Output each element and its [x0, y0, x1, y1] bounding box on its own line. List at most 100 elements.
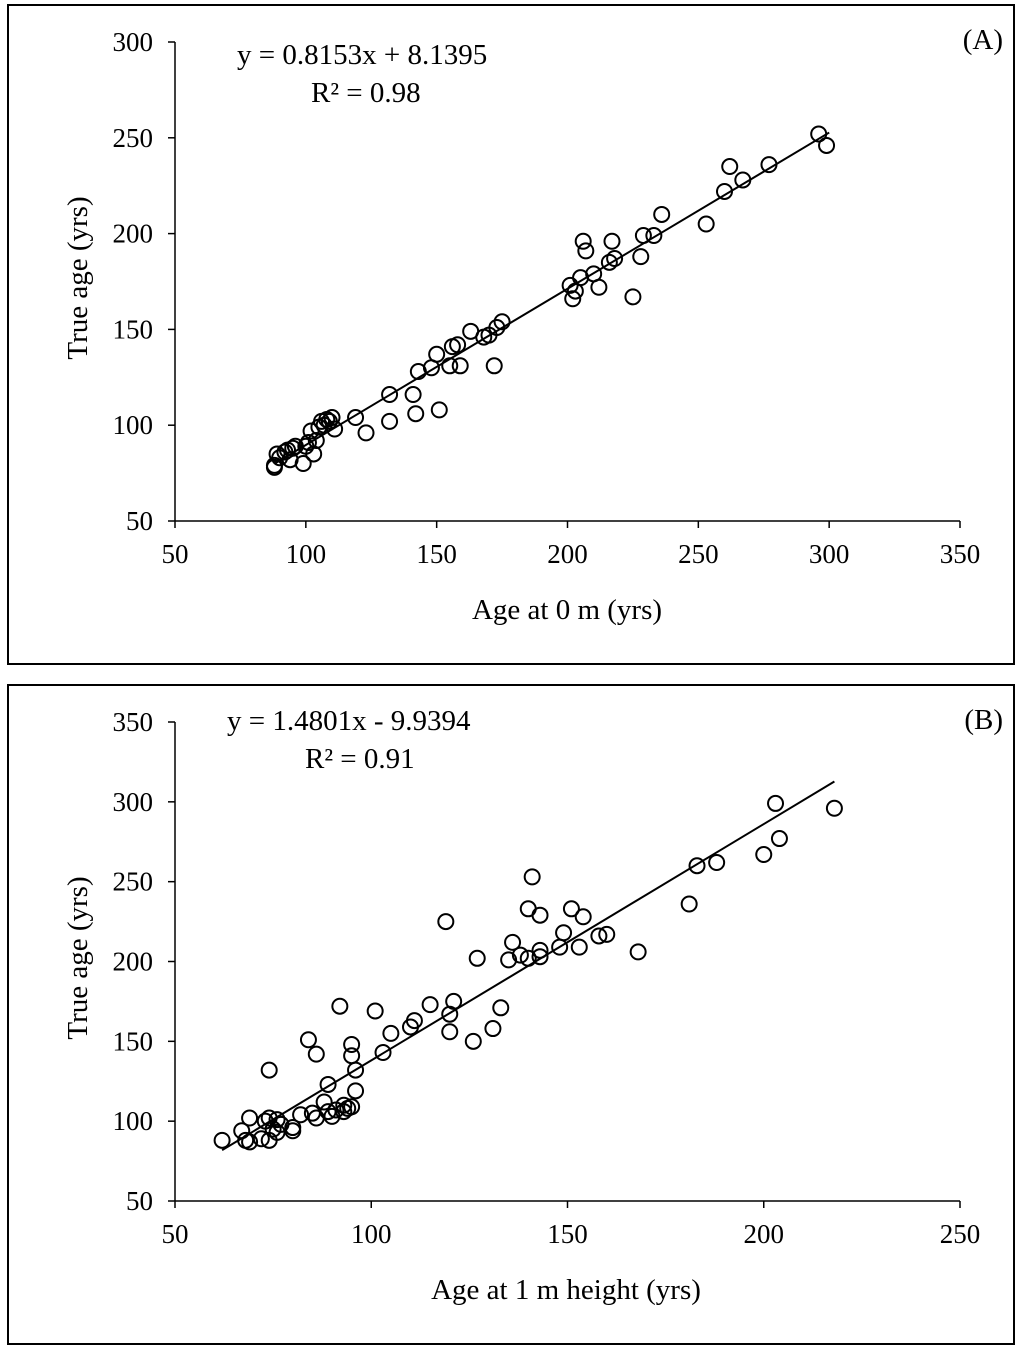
b-data-point — [307, 1045, 325, 1063]
b-data-point — [421, 996, 439, 1014]
a-data-point — [428, 345, 446, 363]
b-x-tick-label: 100 — [351, 1219, 392, 1249]
b-data-point — [284, 1119, 302, 1137]
a-data-point — [603, 232, 621, 250]
b-y-tick-label: 350 — [113, 707, 154, 737]
b-data-point — [299, 1031, 317, 1049]
b-y-tick-label: 50 — [126, 1186, 153, 1216]
b-data-point — [335, 1096, 353, 1114]
a-trendline — [273, 131, 830, 465]
b-y-tick-label: 200 — [113, 947, 154, 977]
b-data-point — [680, 895, 698, 913]
b-data-point — [531, 941, 549, 959]
b-data-point — [292, 1106, 310, 1124]
a-data-point — [347, 409, 365, 427]
a-data-point — [485, 357, 503, 375]
b-data-point — [268, 1111, 286, 1129]
a-data-point — [284, 439, 302, 457]
a-data-point — [810, 125, 828, 143]
a-data-point — [449, 336, 467, 354]
b-data-point — [825, 799, 843, 817]
chart-b-panel-label: (B) — [964, 704, 1003, 736]
chart-b-svg: 50 100 150 200 250 300 350 50 100 150 200 250 y = 1… — [62, 704, 1003, 1306]
chart-b-x-axis-label: Age at 1 m height (yrs) — [431, 1274, 701, 1306]
b-data-point — [260, 1061, 278, 1079]
b-data-point — [347, 1082, 365, 1100]
a-data-point — [624, 288, 642, 306]
a-data-point — [357, 424, 375, 442]
b-x-tick-label: 150 — [547, 1219, 588, 1249]
b-y-tick-label: 250 — [113, 867, 154, 897]
b-data-point — [382, 1024, 400, 1042]
b-data-point — [347, 1061, 365, 1079]
chart-b-r2: R² = 0.91 — [305, 743, 415, 775]
a-data-point — [451, 357, 469, 375]
a-data-point — [818, 136, 836, 154]
a-data-point — [574, 232, 592, 250]
a-x-tick-label: 150 — [416, 539, 457, 569]
a-y-tick-label: 300 — [113, 27, 154, 57]
a-data-point — [430, 401, 448, 419]
b-data-point — [523, 868, 541, 886]
b-data-point — [445, 992, 463, 1010]
a-data-point — [697, 215, 715, 233]
b-data-point — [241, 1109, 259, 1127]
a-data-point — [441, 357, 459, 375]
b-data-point — [252, 1130, 270, 1148]
b-y-tick-label: 100 — [113, 1106, 154, 1136]
a-data-point — [645, 227, 663, 245]
a-data-point — [381, 386, 399, 404]
a-data-point — [307, 432, 325, 450]
b-data-point — [437, 913, 455, 931]
b-data-point — [374, 1044, 392, 1062]
b-data-point — [241, 1133, 259, 1151]
a-y-tick-label: 100 — [113, 410, 154, 440]
a-data-point — [407, 405, 425, 423]
chart-b-y-axis-label: True age (yrs) — [62, 876, 94, 1039]
chart-panel-b: 50 100 150 200 250 300 350 50 100 150 200 250 y = 1… — [7, 684, 1015, 1345]
a-y-tick-label: 50 — [126, 506, 153, 536]
b-data-point — [598, 925, 616, 943]
b-data-point — [331, 997, 349, 1015]
a-data-point — [590, 278, 608, 296]
a-x-tick-label: 350 — [940, 539, 981, 569]
b-data-point — [343, 1098, 361, 1116]
a-data-point — [381, 412, 399, 430]
b-data-point — [519, 949, 537, 967]
a-x-tick-label: 250 — [678, 539, 719, 569]
b-data-point — [405, 1012, 423, 1030]
b-data-point — [574, 908, 592, 926]
a-data-point — [600, 253, 618, 271]
chart-a-y-axis-label: True age (yrs) — [62, 196, 94, 359]
chart-a-equation: y = 0.8153x + 8.1395 — [237, 39, 487, 71]
b-data-point — [213, 1131, 231, 1149]
a-data-point — [323, 409, 341, 427]
a-y-tick-label: 150 — [113, 314, 154, 344]
b-data-point — [441, 1023, 459, 1041]
b-y-tick-label: 150 — [113, 1026, 154, 1056]
a-data-point — [577, 242, 595, 260]
b-data-point — [366, 1002, 384, 1020]
a-x-tick-label: 50 — [162, 539, 189, 569]
b-data-point — [531, 948, 549, 966]
b-x-tick-label: 250 — [940, 1219, 981, 1249]
a-data-point — [721, 158, 739, 176]
a-data-point — [606, 250, 624, 268]
chart-a-svg: 50 100 150 200 250 300 50 100 150 200 250 300 350 y … — [62, 24, 1003, 626]
b-x-tick-label: 50 — [162, 1219, 189, 1249]
b-data-point — [688, 857, 706, 875]
a-y-tick-label: 200 — [113, 219, 154, 249]
b-y-tick-label: 300 — [113, 787, 154, 817]
b-data-point — [511, 946, 529, 964]
b-data-point — [531, 906, 549, 924]
b-data-point — [590, 927, 608, 945]
b-data-point — [770, 830, 788, 848]
b-data-point — [464, 1032, 482, 1050]
b-data-point — [343, 1036, 361, 1054]
b-data-point — [504, 933, 522, 951]
b-data-point — [555, 924, 573, 942]
a-data-point — [493, 313, 511, 331]
chart-panel-a: 50 100 150 200 250 300 50 100 150 200 250 300 350 y … — [7, 4, 1015, 665]
a-y-tick-label: 250 — [113, 123, 154, 153]
a-data-point — [634, 227, 652, 245]
